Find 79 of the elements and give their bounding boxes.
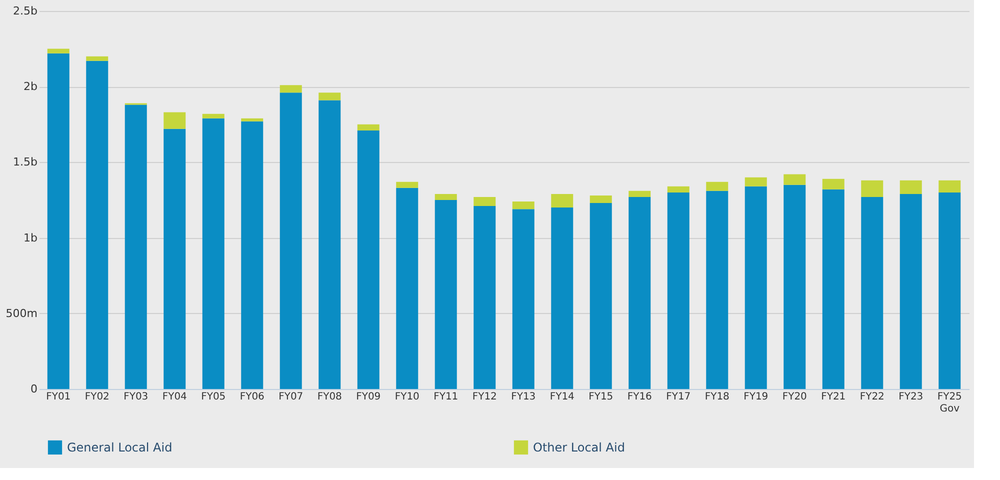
bar xyxy=(667,192,690,389)
x-tick-label: FY04 xyxy=(162,392,187,402)
x-tick-label: FY07 xyxy=(278,392,304,402)
bar xyxy=(164,112,186,129)
bar xyxy=(86,56,108,61)
x-tick-label: FY15 xyxy=(588,392,614,402)
bar xyxy=(706,190,728,389)
bar xyxy=(357,124,380,130)
bar xyxy=(512,209,534,389)
x-tick-label: FY14 xyxy=(550,392,574,402)
x-tick-label: FY17 xyxy=(666,392,691,402)
x-tick-label: FY21 xyxy=(821,392,846,402)
bar xyxy=(706,182,728,191)
bar xyxy=(628,190,651,197)
bar xyxy=(474,196,496,206)
bar xyxy=(318,100,341,389)
x-tick-label: FY19 xyxy=(744,392,768,402)
bar xyxy=(822,178,844,190)
x-tick-label: FY09 xyxy=(356,392,381,402)
bar xyxy=(744,186,767,389)
bar xyxy=(434,200,457,389)
bar xyxy=(357,130,380,389)
x-tick-label: FY10 xyxy=(394,392,420,402)
bar xyxy=(280,85,302,93)
bar xyxy=(590,195,612,204)
bar xyxy=(861,180,884,197)
bar xyxy=(822,189,844,389)
x-tick-label: FY02 xyxy=(84,392,110,402)
legend-label: General Local Aid xyxy=(67,440,172,454)
y-tick-label: 2.5b xyxy=(13,4,38,18)
bar xyxy=(784,184,806,389)
x-tick-label: FY23 xyxy=(898,392,924,402)
bar xyxy=(318,92,341,100)
bar xyxy=(900,180,922,194)
y-tick-label: 500m xyxy=(6,306,38,320)
x-tick-label: FY11 xyxy=(434,392,458,402)
bar xyxy=(396,188,418,389)
y-tick-label: 1.5b xyxy=(13,156,38,169)
bar xyxy=(590,203,612,389)
bar xyxy=(938,192,961,389)
x-tick-label: FY18 xyxy=(704,392,730,402)
bar xyxy=(241,118,264,122)
bar xyxy=(86,60,108,389)
bar xyxy=(202,118,224,389)
x-tick-label: FY01 xyxy=(46,392,71,402)
bar xyxy=(474,206,496,389)
bar xyxy=(551,194,574,208)
x-tick-label: FY13 xyxy=(511,392,536,402)
x-tick-label: FY25 Gov xyxy=(937,392,962,414)
y-tick-label: 0 xyxy=(30,382,38,396)
bar xyxy=(280,92,302,389)
legend-label: Other Local Aid xyxy=(533,440,625,454)
bar xyxy=(241,121,264,389)
x-tick-label: FY12 xyxy=(472,392,497,402)
bar xyxy=(784,174,806,185)
bar xyxy=(47,48,70,54)
x-tick-label: FY20 xyxy=(782,392,807,402)
bar xyxy=(667,186,690,192)
bar xyxy=(396,182,418,188)
x-tick-label: FY03 xyxy=(124,392,148,402)
bar xyxy=(47,53,70,389)
x-tick-label: FY06 xyxy=(240,392,264,402)
bar xyxy=(124,104,147,389)
y-tick-label: 2b xyxy=(24,80,38,94)
bar xyxy=(164,128,186,389)
bar xyxy=(202,114,224,118)
x-tick-label: FY22 xyxy=(860,392,884,402)
bar xyxy=(512,202,534,210)
x-tick-label: FY05 xyxy=(201,392,226,402)
x-tick-label: FY08 xyxy=(317,392,342,402)
bar xyxy=(938,180,961,192)
y-tick-label: 1b xyxy=(24,231,38,244)
bar xyxy=(434,194,457,200)
bar xyxy=(551,208,574,389)
x-tick-label: FY16 xyxy=(627,392,652,402)
bar xyxy=(861,196,884,389)
bar xyxy=(900,194,922,389)
bar xyxy=(744,177,767,186)
bar xyxy=(628,196,651,389)
